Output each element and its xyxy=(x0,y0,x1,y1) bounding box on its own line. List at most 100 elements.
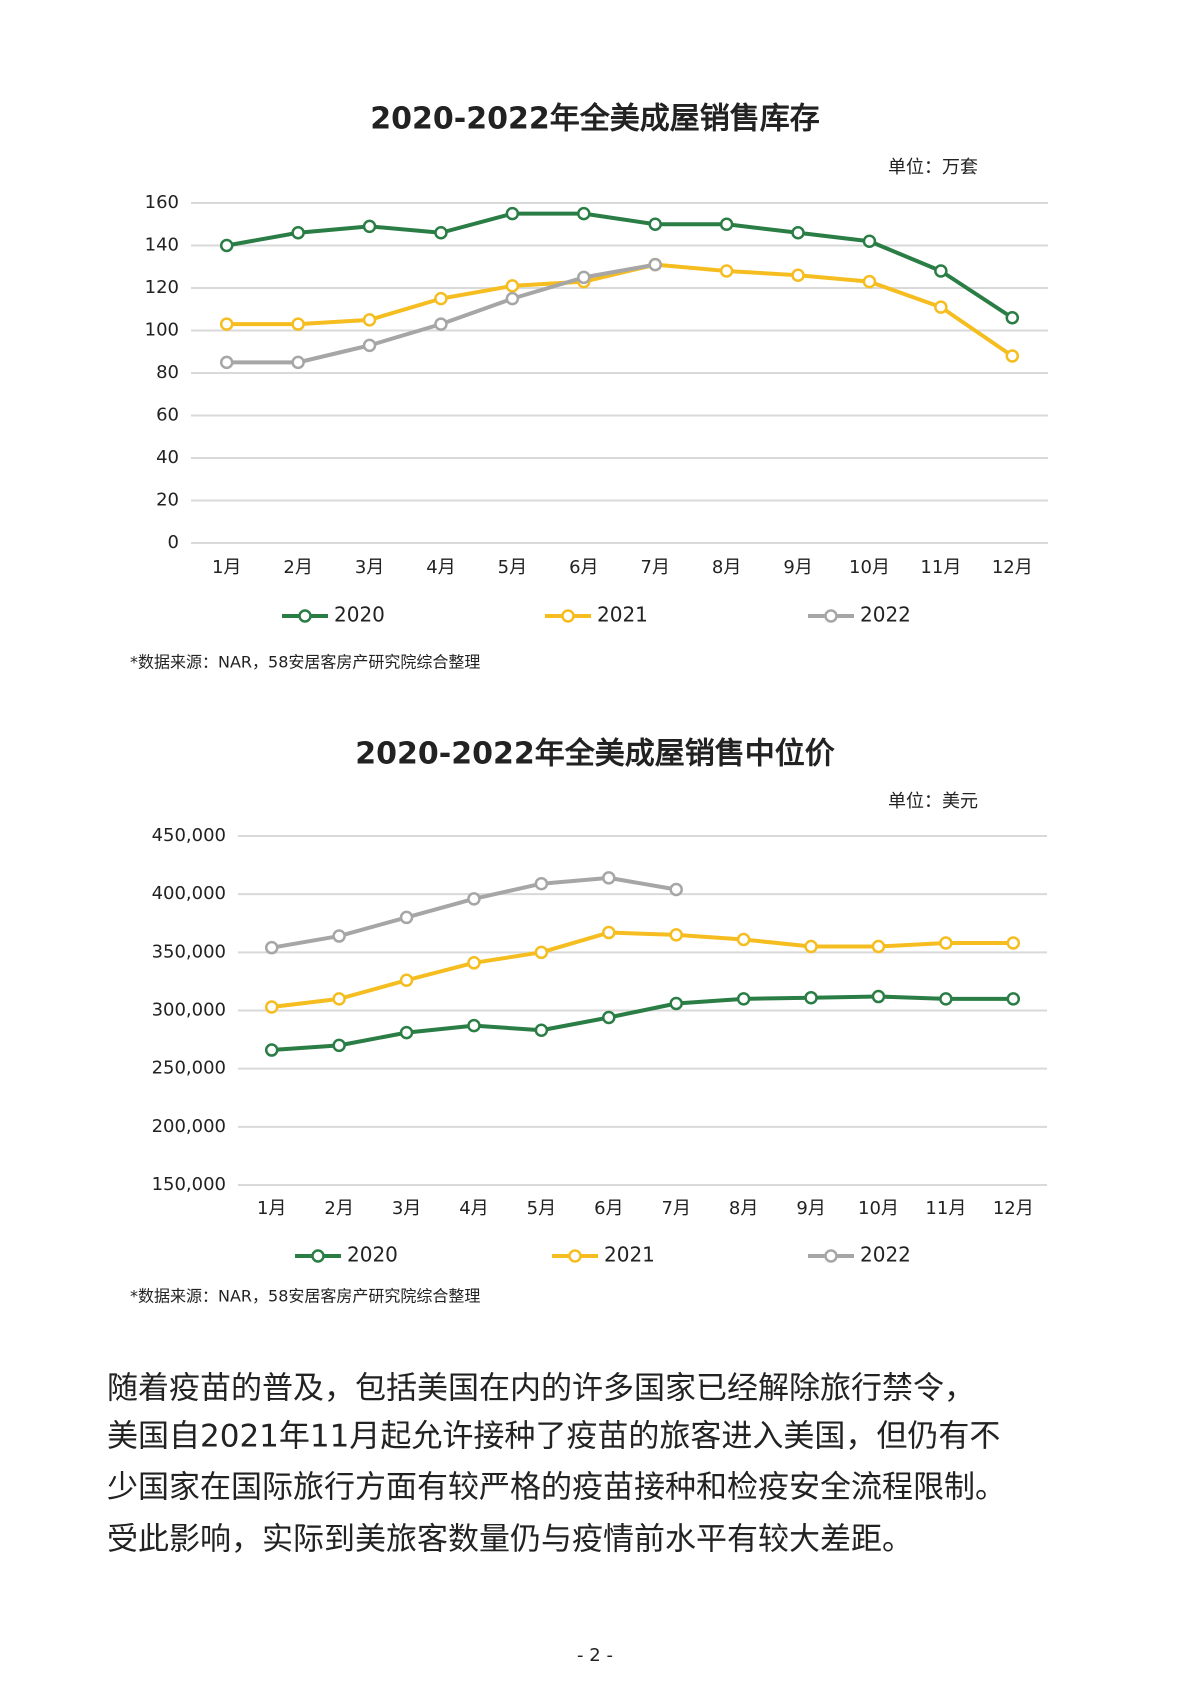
data-point xyxy=(602,925,616,940)
x-tick-label: 8月 xyxy=(729,1198,758,1219)
data-point xyxy=(264,940,279,955)
x-tick-label: 1月 xyxy=(212,557,241,578)
data-point xyxy=(577,206,591,221)
data-point xyxy=(219,355,234,370)
data-point xyxy=(534,876,549,891)
y-tick-label: 400,000 xyxy=(152,883,226,904)
y-tick-label: 450,000 xyxy=(152,825,226,846)
y-tick-label: 200,000 xyxy=(152,1116,226,1137)
data-point xyxy=(736,932,751,947)
data-point xyxy=(669,996,683,1011)
legend-label: 2021 xyxy=(604,1243,655,1267)
x-tick-label: 4月 xyxy=(459,1198,488,1219)
x-tick-label: 11月 xyxy=(920,557,961,578)
data-point xyxy=(648,257,662,272)
data-point xyxy=(291,355,305,370)
y-tick-label: 60 xyxy=(156,405,179,426)
data-point xyxy=(291,317,305,331)
data-point xyxy=(577,270,591,285)
data-point xyxy=(434,291,448,306)
data-point xyxy=(399,973,414,988)
page-number: - 2 - xyxy=(577,1645,613,1666)
x-tick-label: 6月 xyxy=(594,1198,623,1219)
data-point xyxy=(332,992,346,1006)
data-point xyxy=(934,300,948,314)
data-point xyxy=(736,992,751,1006)
data-point xyxy=(719,264,734,278)
source-note: *数据来源：NAR，58安居客房产研究院综合整理 xyxy=(130,653,480,672)
data-point xyxy=(1005,349,1020,363)
data-point xyxy=(434,317,448,331)
legend-marker xyxy=(298,609,312,623)
legend-label: 2022 xyxy=(860,1243,911,1267)
data-point xyxy=(467,956,481,970)
x-tick-label: 1月 xyxy=(257,1198,286,1219)
data-point xyxy=(804,939,818,954)
data-point xyxy=(291,226,305,240)
data-point xyxy=(467,1018,481,1033)
y-tick-label: 140 xyxy=(145,235,179,256)
x-tick-label: 11月 xyxy=(925,1198,966,1219)
data-point xyxy=(804,990,818,1005)
data-point xyxy=(362,219,377,234)
data-point xyxy=(862,234,877,248)
x-tick-label: 3月 xyxy=(392,1198,421,1219)
legend-marker xyxy=(311,1249,325,1263)
x-tick-label: 8月 xyxy=(712,557,741,578)
data-point xyxy=(602,871,616,885)
y-tick-label: 160 xyxy=(145,192,179,213)
paragraph-line: 随着疫苗的普及，包括美国在内的许多国家已经解除旅行禁令， xyxy=(107,1371,975,1407)
legend-label: 2022 xyxy=(860,603,911,627)
paragraph-line: 美国自2021年11月起允许接种了疫苗的旅客进入美国，但仍有不 xyxy=(107,1419,1000,1455)
data-point xyxy=(939,992,953,1006)
x-tick-label: 2月 xyxy=(324,1198,353,1219)
x-tick-label: 6月 xyxy=(569,557,598,578)
x-tick-label: 3月 xyxy=(355,557,384,578)
data-point xyxy=(791,226,805,240)
source-note: *数据来源：NAR，58安居客房产研究院综合整理 xyxy=(130,1287,480,1306)
legend-label: 2021 xyxy=(597,603,648,627)
data-point xyxy=(1005,311,1020,325)
x-tick-label: 2月 xyxy=(283,557,312,578)
data-point xyxy=(505,291,520,306)
data-point xyxy=(219,238,234,253)
data-point xyxy=(362,313,377,327)
data-point xyxy=(534,945,549,960)
x-tick-label: 9月 xyxy=(796,1198,825,1219)
y-tick-label: 0 xyxy=(168,532,179,553)
series-line xyxy=(271,994,1014,1053)
data-point xyxy=(669,928,683,942)
data-point xyxy=(934,264,948,278)
data-point xyxy=(362,338,377,353)
x-tick-label: 7月 xyxy=(661,1198,690,1219)
unit-label: 单位：万套 xyxy=(888,157,978,178)
data-point xyxy=(434,226,448,240)
data-point xyxy=(505,206,520,221)
series-line xyxy=(226,211,1014,320)
chart-title: 2020-2022年全美成屋销售库存 xyxy=(370,102,819,137)
chart-title: 2020-2022年全美成屋销售中位价 xyxy=(355,737,834,772)
data-point xyxy=(719,217,734,231)
paragraph-line: 受此影响，实际到美旅客数量仍与疫情前水平有较大差距。 xyxy=(107,1522,913,1558)
data-point xyxy=(871,939,886,954)
data-point xyxy=(219,317,234,331)
y-tick-label: 300,000 xyxy=(152,1000,226,1021)
legend-label: 2020 xyxy=(334,603,385,627)
data-point xyxy=(264,1000,279,1014)
x-tick-label: 10月 xyxy=(849,557,890,578)
legend-marker xyxy=(824,609,838,623)
x-tick-label: 12月 xyxy=(992,557,1033,578)
data-point xyxy=(505,279,520,293)
y-tick-label: 80 xyxy=(156,362,179,383)
series-line xyxy=(226,262,1014,358)
x-tick-label: 9月 xyxy=(783,557,812,578)
unit-label: 单位：美元 xyxy=(888,791,978,812)
data-point xyxy=(534,1023,549,1038)
data-point xyxy=(332,929,346,943)
y-tick-label: 40 xyxy=(156,447,179,468)
data-point xyxy=(669,882,683,897)
y-tick-label: 350,000 xyxy=(152,941,226,962)
data-point xyxy=(648,217,662,231)
x-tick-label: 12月 xyxy=(993,1198,1034,1219)
